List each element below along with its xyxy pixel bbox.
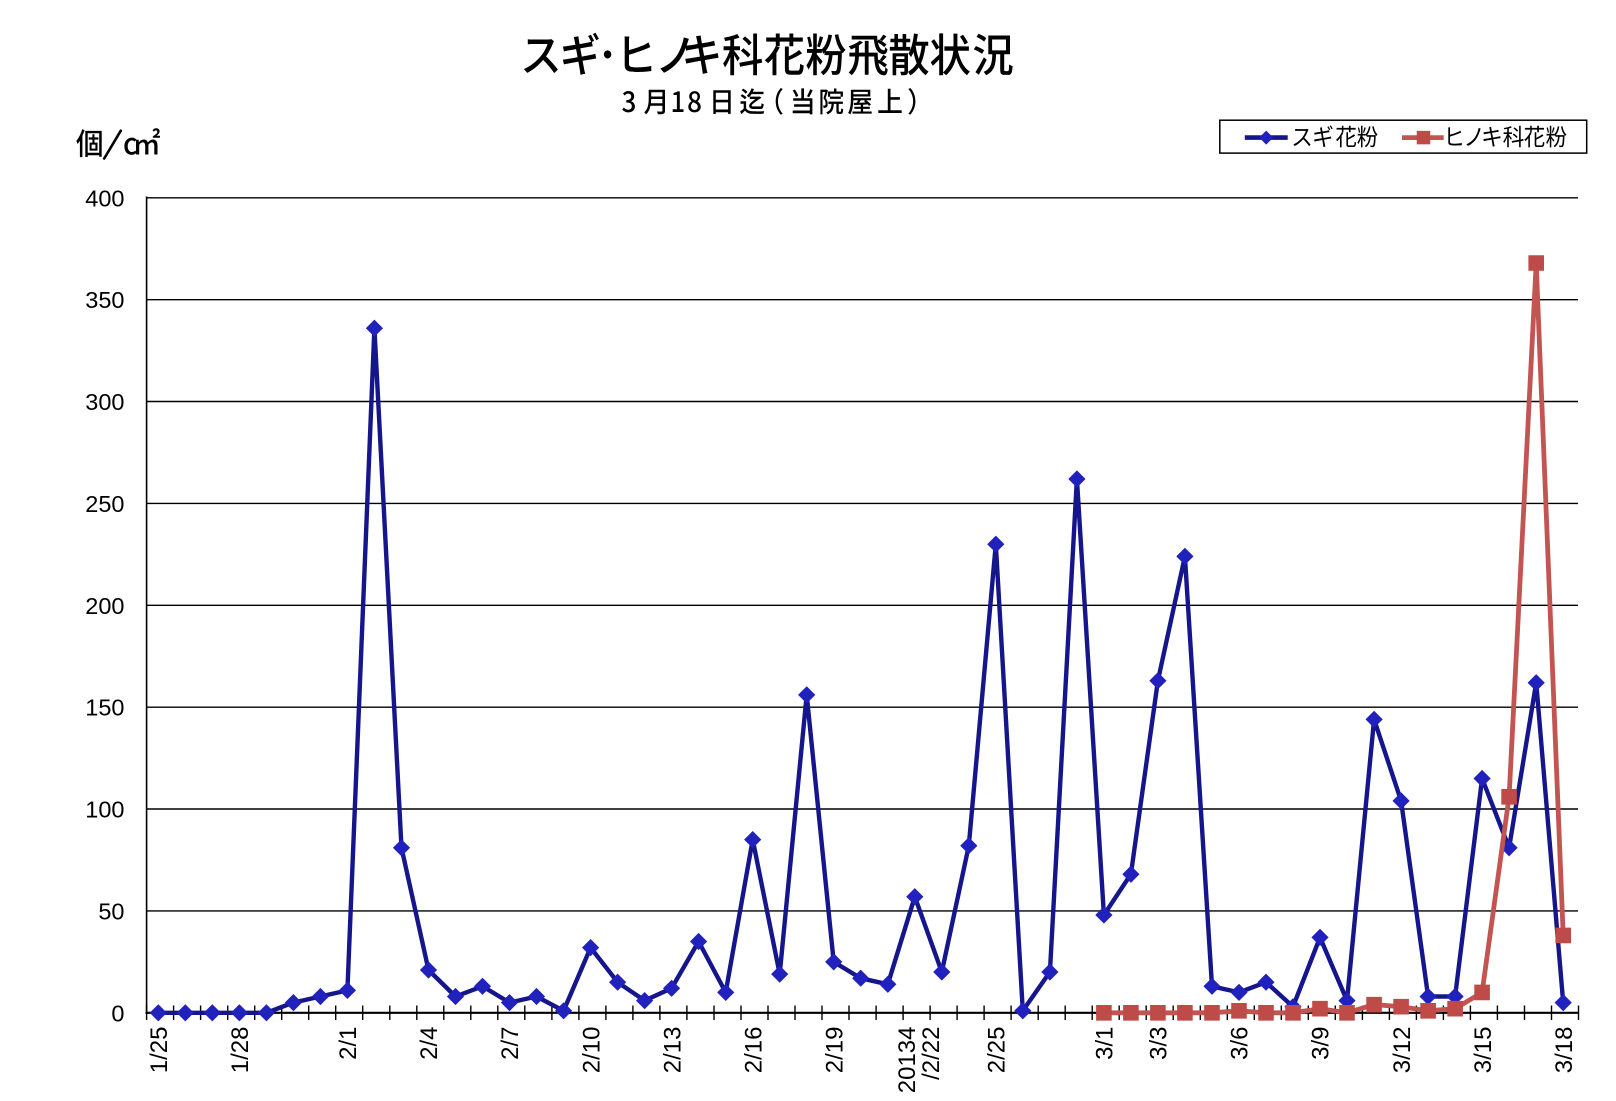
svg-text:400: 400: [85, 185, 124, 211]
svg-text:100: 100: [85, 797, 124, 823]
svg-text:3/12: 3/12: [1389, 1027, 1416, 1074]
svg-text:150: 150: [85, 695, 124, 721]
svg-text:50: 50: [98, 898, 124, 924]
svg-text:2/16: 2/16: [740, 1027, 767, 1074]
svg-text:200: 200: [85, 593, 124, 619]
svg-text:3/6: 3/6: [1227, 1027, 1254, 1060]
svg-text:2/10: 2/10: [578, 1027, 605, 1074]
svg-text:3/18: 3/18: [1551, 1027, 1578, 1074]
svg-text:3/1: 3/1: [1092, 1027, 1119, 1060]
svg-text:3/3: 3/3: [1146, 1027, 1173, 1060]
svg-text:0: 0: [111, 1000, 124, 1026]
svg-text:2/1: 2/1: [335, 1027, 362, 1060]
svg-text:300: 300: [85, 389, 124, 415]
svg-text:2/19: 2/19: [821, 1027, 848, 1074]
svg-text:1/25: 1/25: [146, 1027, 173, 1074]
svg-text:250: 250: [85, 491, 124, 517]
svg-text:3/15: 3/15: [1470, 1027, 1497, 1074]
svg-text:2/13: 2/13: [659, 1027, 686, 1074]
svg-text:20134: 20134: [894, 1027, 921, 1094]
svg-text:2/4: 2/4: [416, 1027, 443, 1060]
svg-text:3/9: 3/9: [1308, 1027, 1335, 1060]
svg-text:350: 350: [85, 287, 124, 313]
svg-text:2/7: 2/7: [497, 1027, 524, 1060]
svg-text:/2/22: /2/22: [918, 1027, 945, 1080]
svg-text:1/28: 1/28: [227, 1027, 254, 1074]
svg-text:2/25: 2/25: [984, 1027, 1011, 1074]
